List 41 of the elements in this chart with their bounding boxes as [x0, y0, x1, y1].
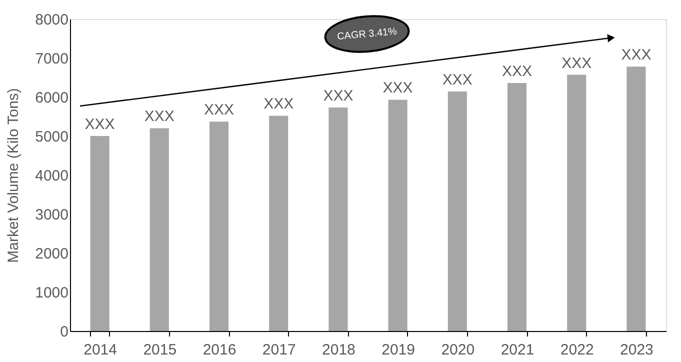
x-tick-label: 2019 [382, 342, 415, 358]
y-tick-label: 7000 [35, 50, 68, 68]
data-label: XXX [84, 116, 115, 133]
data-label: XXX [264, 96, 294, 113]
y-tick-label: 4000 [35, 168, 68, 184]
data-label: XXX [144, 108, 174, 126]
data-label: XXX [502, 62, 532, 80]
bar [507, 82, 527, 331]
bar [567, 74, 586, 331]
y-tick-label: 6000 [35, 90, 68, 106]
x-tick-label: 2022 [560, 342, 594, 358]
y-tick-label: 0 [60, 324, 68, 340]
x-tick-label: 2020 [441, 342, 475, 358]
data-label: XXX [323, 88, 354, 105]
y-tick-label: 5000 [35, 128, 68, 146]
annotation: CAGR 3.41% [336, 26, 398, 43]
data-label: XXX [382, 80, 413, 97]
x-tick-label: 2021 [500, 342, 534, 358]
x-tick-label: 2014 [84, 342, 117, 358]
bar [90, 136, 110, 331]
data-label: XXX [621, 46, 652, 64]
x-tick-label: 2017 [262, 342, 296, 358]
bar [150, 128, 169, 331]
data-label: XXX [442, 72, 472, 89]
bar [269, 116, 288, 331]
bar [388, 100, 408, 331]
data-label: XXX [204, 102, 234, 119]
y-tick-label: 3000 [35, 206, 68, 224]
bar [448, 92, 467, 331]
x-tick-label: 2023 [620, 342, 654, 358]
data-label: XXX [562, 54, 592, 72]
bar [209, 122, 229, 331]
bar [328, 108, 348, 331]
bar [626, 66, 646, 331]
x-tick-label: 2015 [143, 342, 177, 358]
y-tick-label: 2000 [35, 246, 68, 262]
x-tick-label: 2016 [202, 342, 236, 358]
y-axis-title: Market Volume (Kilo Tons) [5, 88, 22, 263]
y-tick-label: 8000 [35, 12, 68, 28]
x-tick-label: 2018 [322, 342, 356, 358]
y-tick-label: 1000 [35, 284, 68, 302]
